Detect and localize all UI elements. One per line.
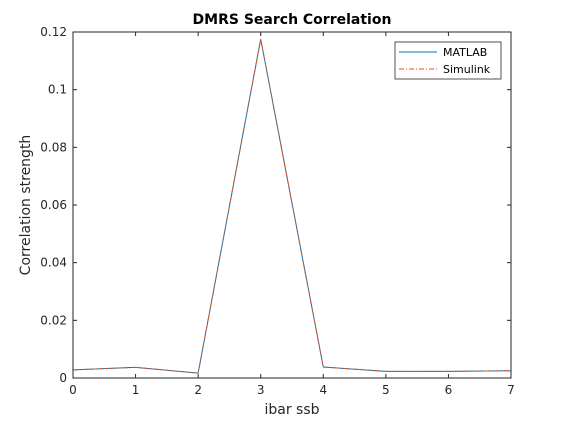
x-tick-label: 0 [69,383,77,397]
series-line-simulink [72,39,512,374]
ticks-layer: 0 1 2 3 4 5 6 7 0 0.02 0.04 0.06 0.08 0.1 0.12 [40,25,515,397]
legend-box [394,41,502,80]
y-tick-label: 0 [59,371,67,385]
x-tick-label: 1 [132,383,140,397]
series-layer [72,39,512,374]
legend-label-matlab: MATLAB [443,46,487,59]
y-tick-label: 0.12 [40,25,67,39]
y-tick-label: 0.02 [40,313,67,327]
y-tick-label: 0.06 [40,198,67,212]
chart-title: DMRS Search Correlation [193,12,392,28]
x-tick-label: 6 [445,383,453,397]
x-tick-label: 7 [507,383,515,397]
y-axis-label: Correlation strength [18,135,34,276]
y-tick-label: 0.08 [40,140,67,154]
x-tick-label: 2 [194,383,202,397]
x-tick-label: 5 [382,383,390,397]
x-axis-label: ibar ssb [264,402,319,418]
y-tick-label: 0.1 [48,83,67,97]
legend: MATLAB Simulink [394,41,502,80]
x-tick-label: 4 [319,383,327,397]
legend-label-simulink: Simulink [443,63,491,76]
x-tick-label: 3 [257,383,265,397]
y-tick-label: 0.04 [40,256,67,270]
